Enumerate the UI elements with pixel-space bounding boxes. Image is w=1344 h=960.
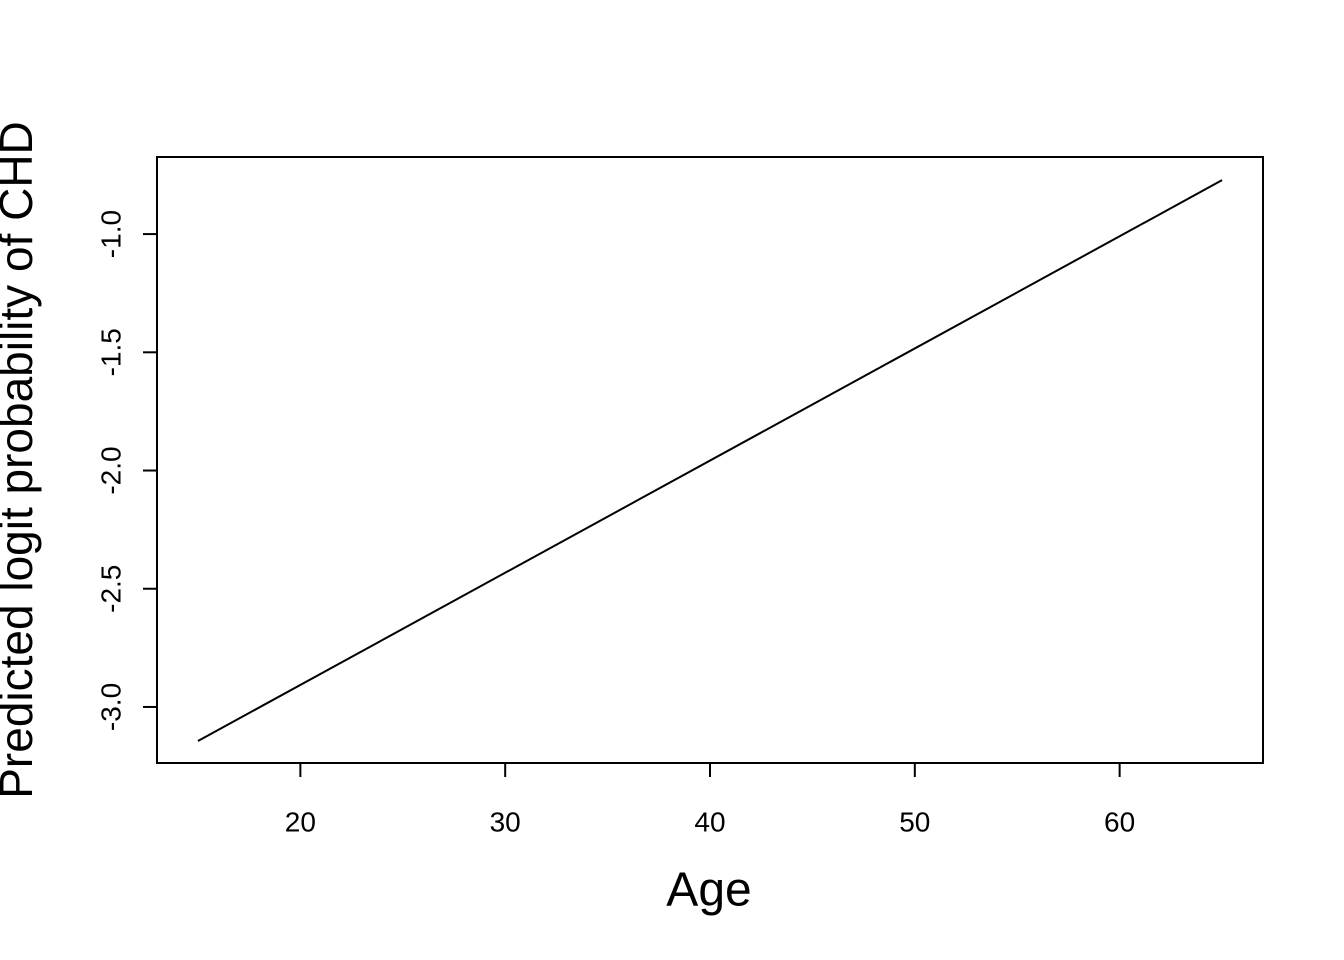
- y-axis-title: Predicted logit probability of CHD: [0, 121, 42, 799]
- y-tick-label: -3.0: [95, 683, 126, 731]
- line: [197, 179, 1223, 742]
- x-axis-title: Age: [666, 864, 751, 917]
- x-tick-label: 40: [694, 806, 725, 837]
- x-tick-label: 50: [899, 806, 930, 837]
- x-tick-label: 20: [285, 806, 316, 837]
- y-tick-label: -1.0: [95, 210, 126, 258]
- y-tick-label: -2.0: [95, 446, 126, 494]
- x-tick-label: 60: [1104, 806, 1135, 837]
- y-tick-label: -1.5: [95, 328, 126, 376]
- x-tick-label: 30: [490, 806, 521, 837]
- y-tick-label: -2.5: [95, 565, 126, 613]
